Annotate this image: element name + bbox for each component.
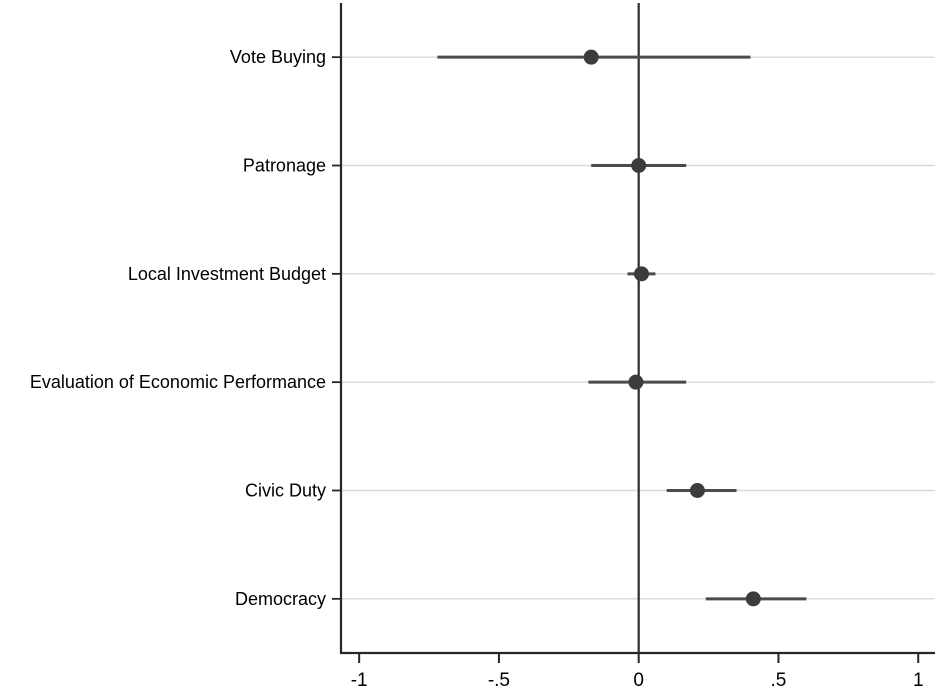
x-tick-label: 1 bbox=[913, 670, 924, 691]
point-estimate-marker bbox=[631, 158, 647, 173]
point-estimate-marker bbox=[628, 374, 644, 390]
point-estimate-marker bbox=[583, 49, 599, 65]
category-label: Patronage bbox=[243, 156, 326, 176]
point-estimate-marker bbox=[745, 591, 761, 607]
point-estimate-marker bbox=[689, 483, 705, 498]
x-tick-label: -.5 bbox=[488, 670, 510, 691]
category-label: Local Investment Budget bbox=[128, 264, 326, 284]
category-label: Vote Buying bbox=[230, 47, 326, 67]
category-label: Evaluation of Economic Performance bbox=[30, 372, 326, 392]
x-tick-label: .5 bbox=[771, 670, 787, 691]
point-estimate-marker bbox=[633, 266, 649, 282]
x-tick-label: 0 bbox=[633, 670, 644, 691]
category-label: Civic Duty bbox=[245, 481, 326, 501]
x-tick-label: -1 bbox=[351, 670, 368, 691]
category-label: Democracy bbox=[235, 589, 326, 609]
